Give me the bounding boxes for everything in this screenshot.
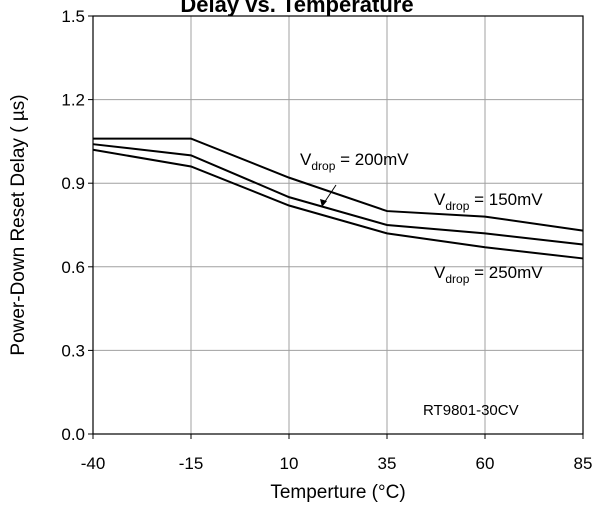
y-axis-title: Power-Down Reset Delay ( µs) xyxy=(8,94,29,355)
series-line-1 xyxy=(93,137,584,232)
gridlines xyxy=(92,15,584,435)
plot-frame xyxy=(92,15,584,435)
chart-title: Delay vs. Temperature xyxy=(180,0,413,17)
x-tick-label: 10 xyxy=(280,454,299,473)
annotation-250mv: Vdrop = 250mV xyxy=(434,263,543,286)
y-tick-label: 1.2 xyxy=(61,91,85,110)
annotation-150mv-v: V xyxy=(434,190,446,209)
annotation-250mv-v: V xyxy=(434,263,446,282)
y-axis-ticks: 0.0 0.3 0.6 0.9 1.2 1.5 xyxy=(61,7,93,444)
annotation-250mv-sub: drop xyxy=(445,272,469,286)
annotation-200mv-v: V xyxy=(300,150,312,169)
annotation-200mv-arrow-line xyxy=(323,184,337,204)
x-tick-label: -40 xyxy=(81,454,106,473)
x-tick-label: 60 xyxy=(476,454,495,473)
y-tick-label: 1.5 xyxy=(61,7,85,26)
annotation-200mv-rest: = 200mV xyxy=(335,150,409,169)
annotation-150mv-rest: = 150mV xyxy=(469,190,543,209)
y-tick-label: 0.9 xyxy=(61,174,85,193)
annotation-200mv-sub: drop xyxy=(311,159,335,173)
x-tick-label: 35 xyxy=(378,454,397,473)
device-label: RT9801-30CV xyxy=(423,402,519,419)
annotation-200mv: Vdrop = 200mV xyxy=(300,150,409,173)
series-line-3 xyxy=(92,148,584,260)
annotation-250mv-rest: = 250mV xyxy=(469,263,543,282)
series-group xyxy=(92,137,584,260)
y-tick-label: 0.0 xyxy=(61,425,85,444)
annotation-150mv-sub: drop xyxy=(445,199,469,213)
y-tick-label: 0.6 xyxy=(61,258,85,277)
series-line-2 xyxy=(92,143,584,246)
x-tick-label: -15 xyxy=(179,454,204,473)
annotation-200mv-arrow-head xyxy=(320,199,327,207)
x-tick-label: 85 xyxy=(574,454,593,473)
x-axis-title: Temperture (°C) xyxy=(270,482,405,503)
y-tick-label: 0.3 xyxy=(61,341,85,360)
x-axis-ticks: -40 -15 10 35 60 85 xyxy=(81,434,593,473)
annotation-150mv: Vdrop = 150mV xyxy=(434,190,543,213)
